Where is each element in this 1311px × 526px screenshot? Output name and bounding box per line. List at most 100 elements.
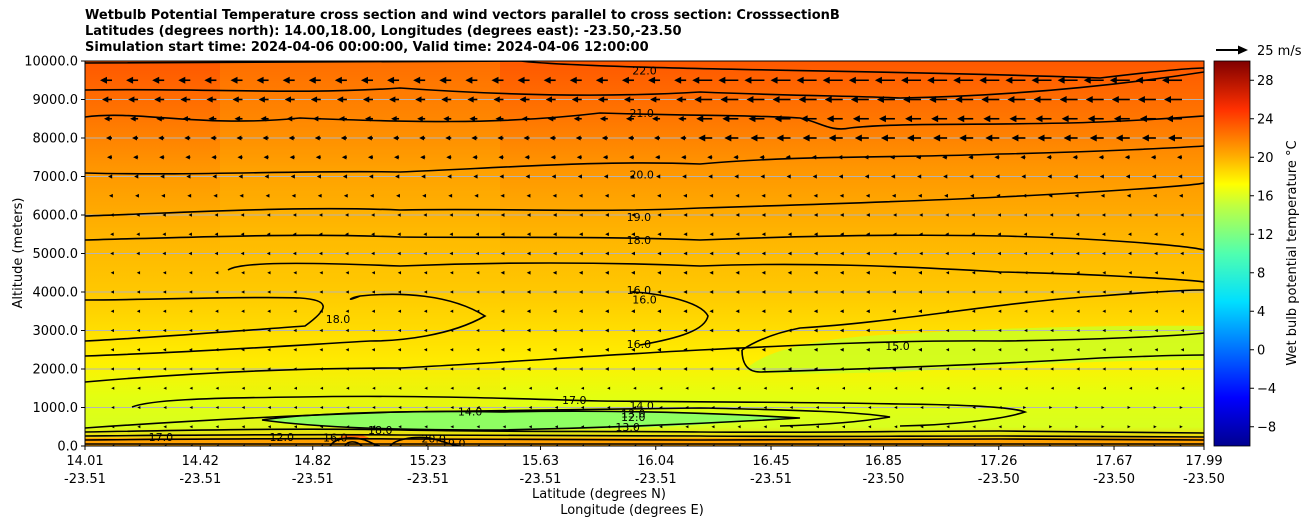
wind-vector bbox=[394, 154, 400, 160]
wind-vector bbox=[657, 251, 662, 256]
wind-vector bbox=[627, 135, 634, 141]
wind-vector bbox=[136, 251, 140, 256]
wind-vector bbox=[292, 232, 297, 236]
wind-vector bbox=[215, 367, 219, 371]
wind-vector bbox=[521, 115, 530, 122]
wind-vector bbox=[552, 347, 557, 352]
contour-label: 13.0 bbox=[621, 407, 646, 420]
wind-vector bbox=[813, 270, 818, 275]
wind-vector bbox=[575, 135, 582, 141]
wind-vector bbox=[213, 193, 218, 198]
wind-vector bbox=[972, 405, 976, 410]
wind-vector bbox=[475, 232, 479, 236]
wind-vector bbox=[293, 328, 297, 333]
wind-vector bbox=[136, 367, 141, 371]
wind-vector bbox=[918, 309, 923, 314]
wind-vector bbox=[215, 328, 219, 333]
wind-vector bbox=[972, 425, 976, 429]
wind-vector bbox=[449, 348, 454, 352]
wind-vector bbox=[657, 193, 661, 198]
x-tick-label-lat: 14.42 bbox=[182, 454, 219, 469]
wind-vector bbox=[1179, 405, 1183, 410]
wind-vector bbox=[238, 174, 243, 179]
wind-vector bbox=[918, 347, 923, 352]
wind-vector bbox=[110, 367, 114, 371]
wind-vector bbox=[500, 290, 505, 294]
wind-vector bbox=[371, 309, 375, 313]
wind-vector bbox=[889, 154, 895, 160]
wind-vector bbox=[526, 347, 531, 352]
wind-vector bbox=[916, 154, 922, 160]
wind-vector bbox=[258, 96, 269, 103]
contour-label: 18.0 bbox=[627, 234, 652, 247]
wind-vector bbox=[683, 290, 688, 294]
contour-label: 12.0 bbox=[270, 431, 295, 444]
wind-vector bbox=[709, 367, 714, 371]
wind-vector bbox=[239, 193, 244, 198]
wind-vector bbox=[266, 232, 271, 236]
wind-vector bbox=[1101, 213, 1106, 217]
wind-vector bbox=[1089, 134, 1104, 142]
wind-vector bbox=[631, 309, 635, 314]
wind-vector bbox=[189, 405, 193, 410]
wind-vector bbox=[1125, 174, 1131, 179]
wind-vector bbox=[761, 309, 766, 314]
wind-vector bbox=[346, 425, 350, 429]
wind-vector bbox=[903, 96, 922, 103]
wind-vector bbox=[162, 309, 167, 313]
wind-vector bbox=[942, 154, 948, 160]
wind-vector bbox=[450, 425, 454, 429]
wind-vector bbox=[1154, 213, 1158, 217]
wind-vector bbox=[1115, 134, 1130, 142]
wind-vector bbox=[683, 309, 688, 314]
wind-vector bbox=[709, 309, 714, 314]
wind-vector bbox=[423, 232, 427, 236]
wind-vector bbox=[763, 425, 767, 429]
wind-vector bbox=[605, 290, 609, 294]
wind-vector bbox=[552, 270, 557, 275]
wind-vector bbox=[971, 348, 976, 352]
wind-vector bbox=[423, 213, 427, 217]
wind-vector bbox=[1102, 309, 1106, 313]
wind-vector bbox=[605, 251, 609, 256]
wind-vector bbox=[1007, 96, 1026, 103]
wind-vector bbox=[813, 251, 818, 256]
wind-vector bbox=[633, 405, 637, 410]
wind-vector bbox=[1101, 232, 1106, 236]
wind-vector bbox=[761, 270, 766, 275]
wind-vector bbox=[110, 232, 114, 236]
wind-vector bbox=[946, 386, 950, 390]
quiver-key-label: 25 m/s bbox=[1257, 44, 1302, 59]
wind-vector bbox=[1154, 232, 1158, 236]
wind-vector bbox=[473, 174, 478, 179]
wind-vector bbox=[709, 347, 714, 352]
wind-vector bbox=[417, 115, 426, 122]
wind-vector bbox=[841, 386, 846, 390]
wind-vector bbox=[443, 115, 452, 122]
wind-vector bbox=[111, 405, 115, 410]
wind-vector bbox=[476, 367, 480, 371]
wind-vector bbox=[813, 290, 818, 294]
wind-vector bbox=[502, 425, 506, 429]
wind-vector bbox=[1049, 232, 1054, 236]
wind-vector bbox=[211, 154, 217, 160]
wind-vector bbox=[890, 174, 896, 179]
wind-vector bbox=[214, 213, 219, 217]
warm-plume-patch bbox=[220, 61, 500, 446]
wind-vector bbox=[1022, 193, 1027, 198]
wind-vector bbox=[735, 309, 740, 314]
wind-vector bbox=[959, 134, 974, 142]
wind-vector bbox=[267, 309, 271, 313]
wind-vector bbox=[502, 405, 506, 410]
wind-vector bbox=[657, 232, 662, 237]
wind-vector bbox=[469, 115, 478, 122]
wind-vector bbox=[761, 290, 766, 294]
wind-vector bbox=[552, 213, 557, 217]
wind-vector bbox=[971, 271, 976, 275]
wind-vector bbox=[607, 386, 611, 390]
wind-vector bbox=[707, 154, 713, 160]
colorbar-tick-label: 16 bbox=[1257, 189, 1274, 204]
wind-vector bbox=[450, 405, 454, 410]
wind-vector bbox=[979, 76, 1000, 84]
wind-vector bbox=[1150, 154, 1156, 160]
